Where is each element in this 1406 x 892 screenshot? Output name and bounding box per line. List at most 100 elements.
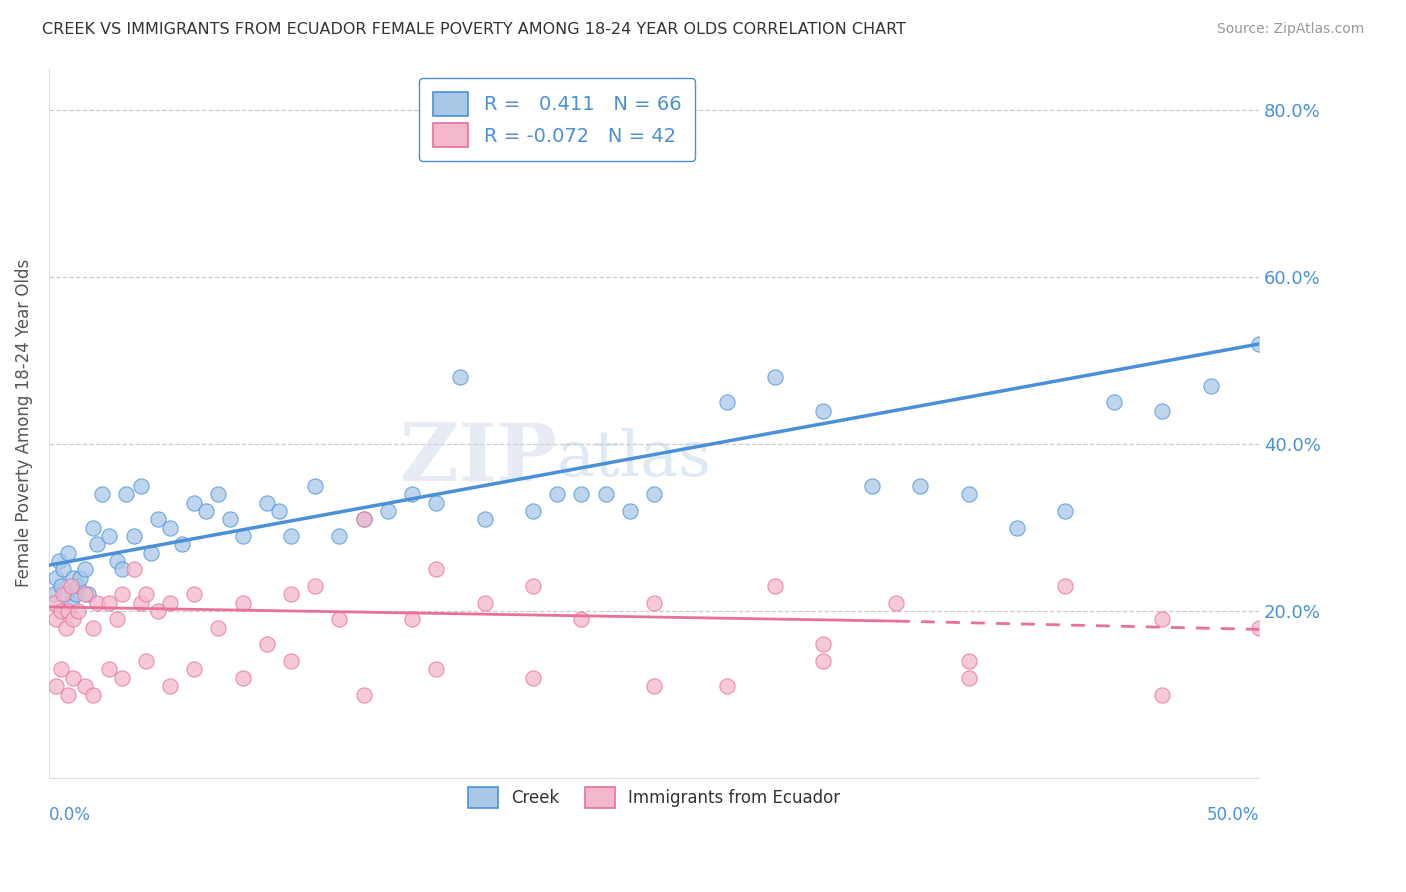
Point [86,537,108,551]
Point [813,637,835,651]
Point [159,520,181,534]
Point [280,654,302,668]
Point [45,612,67,626]
Point [643,596,665,610]
Point [328,612,350,626]
Point [957,487,980,501]
Point [957,654,980,668]
Point [159,596,181,610]
Point [62,612,84,626]
Point [232,529,254,543]
Y-axis label: Female Poverty Among 18-24 Year Olds: Female Poverty Among 18-24 Year Olds [15,260,32,588]
Point [62,571,84,585]
Point [860,479,883,493]
Point [256,637,278,651]
Point [52,587,75,601]
Point [58,688,80,702]
Point [76,587,98,601]
Point [425,495,447,509]
Point [267,504,290,518]
Point [135,587,157,601]
Point [82,621,104,635]
Point [122,562,145,576]
Point [139,546,162,560]
Point [82,688,104,702]
Point [522,504,544,518]
Point [449,370,471,384]
Point [66,579,89,593]
Point [1393,228,1406,243]
Point [763,579,786,593]
Point [1247,621,1270,635]
Point [55,621,77,635]
Point [75,679,97,693]
Point [1102,395,1125,409]
Point [98,596,121,610]
Point [716,395,738,409]
Point [45,679,67,693]
Point [1344,169,1367,184]
Point [45,571,67,585]
Point [135,654,157,668]
Point [219,512,242,526]
Point [183,663,205,677]
Point [1272,378,1295,392]
Point [110,562,132,576]
Point [1152,403,1174,417]
Point [328,529,350,543]
Point [232,671,254,685]
Point [353,512,375,526]
Point [425,663,447,677]
Point [1152,688,1174,702]
Point [48,554,70,568]
Point [522,671,544,685]
Point [105,554,128,568]
Text: 0.0%: 0.0% [49,806,91,824]
Legend: Creek, Immigrants from Ecuador: Creek, Immigrants from Ecuador [457,776,852,820]
Point [52,562,75,576]
Point [280,587,302,601]
Point [49,663,72,677]
Point [957,671,980,685]
Point [546,487,568,501]
Point [91,487,114,501]
Point [1247,337,1270,351]
Point [232,596,254,610]
Text: Source: ZipAtlas.com: Source: ZipAtlas.com [1216,22,1364,37]
Point [813,654,835,668]
Point [425,562,447,576]
Point [1054,579,1077,593]
Point [207,487,229,501]
Point [763,370,786,384]
Point [66,604,89,618]
Point [256,495,278,509]
Point [595,487,617,501]
Point [69,571,91,585]
Point [42,596,65,610]
Point [65,587,87,601]
Point [98,529,121,543]
Point [146,604,169,618]
Point [110,587,132,601]
Point [195,504,218,518]
Point [59,579,82,593]
Point [183,587,205,601]
Point [146,512,169,526]
Point [129,479,152,493]
Point [75,562,97,576]
Point [49,604,72,618]
Point [170,537,193,551]
Point [569,487,592,501]
Point [884,596,907,610]
Point [62,671,84,685]
Point [105,612,128,626]
Point [159,679,181,693]
Point [207,621,229,635]
Point [1199,378,1222,392]
Text: CREEK VS IMMIGRANTS FROM ECUADOR FEMALE POVERTY AMONG 18-24 YEAR OLDS CORRELATIO: CREEK VS IMMIGRANTS FROM ECUADOR FEMALE … [42,22,907,37]
Text: 50.0%: 50.0% [1206,806,1258,824]
Point [377,504,399,518]
Point [1296,312,1319,326]
Point [86,596,108,610]
Point [42,587,65,601]
